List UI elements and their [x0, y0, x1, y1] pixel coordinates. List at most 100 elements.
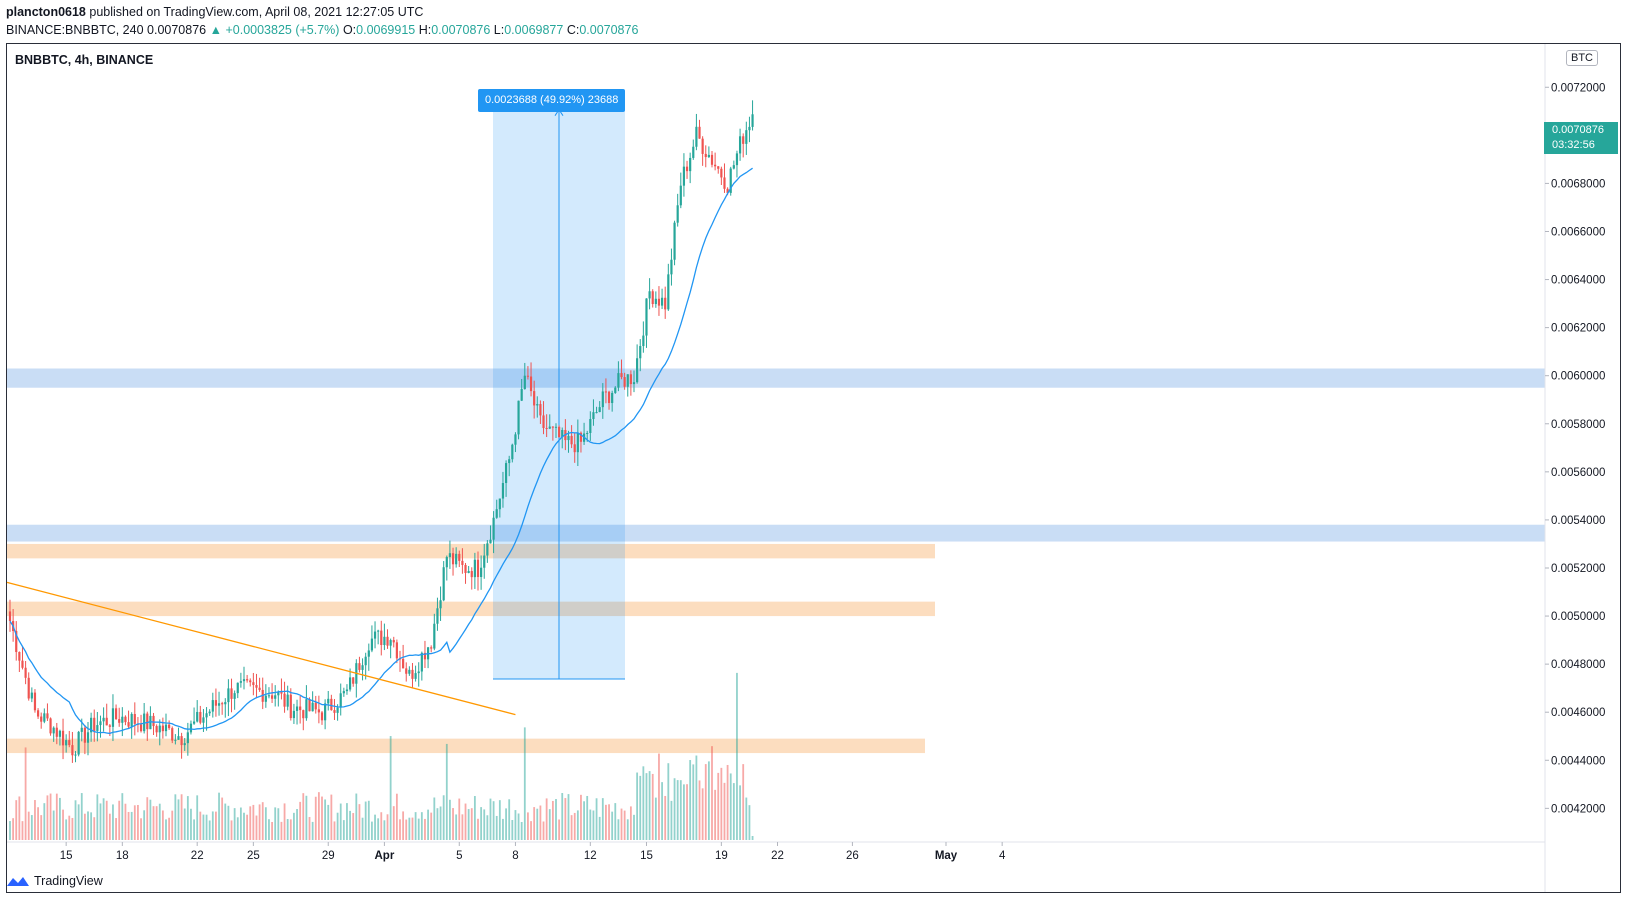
- volume-bar: [218, 792, 220, 840]
- candle-body: [483, 555, 486, 568]
- volume-bar: [308, 816, 311, 840]
- candle-body: [611, 392, 614, 404]
- candle-body: [202, 717, 205, 723]
- volume-bar: [236, 817, 239, 840]
- volume-bar: [417, 818, 420, 840]
- candle-body: [270, 695, 274, 699]
- volume-bar: [277, 808, 280, 840]
- volume-bar: [548, 809, 551, 840]
- volume-bar: [230, 820, 233, 840]
- volume-bar: [449, 799, 451, 840]
- volume-bar: [324, 799, 327, 840]
- volume-bar: [140, 818, 142, 840]
- volume-bar: [305, 795, 308, 840]
- volume-bar: [467, 809, 470, 840]
- candle-body: [61, 730, 65, 746]
- candle-body: [523, 375, 526, 390]
- candle-body: [149, 715, 152, 730]
- candle-body: [558, 426, 561, 438]
- high-label: H:: [418, 23, 432, 37]
- close-value: 0.0070876: [579, 23, 639, 37]
- volume-bar: [742, 764, 745, 840]
- volume-bar: [673, 778, 676, 840]
- candle-body: [143, 713, 146, 732]
- price-tick-label: 0.0064000: [1551, 275, 1605, 287]
- volume-bar: [380, 812, 383, 840]
- currency-badge[interactable]: BTC: [1566, 50, 1598, 66]
- volume-bar: [732, 783, 735, 840]
- volume-bar: [171, 810, 174, 840]
- candle-body: [292, 710, 296, 719]
- candle-body: [233, 693, 236, 699]
- candle-body: [367, 650, 370, 657]
- trendline[interactable]: [6, 581, 516, 716]
- candle-body: [274, 695, 277, 699]
- volume-bar: [408, 817, 411, 840]
- volume-bar: [258, 804, 261, 840]
- volume-bar: [317, 792, 320, 840]
- candle-body: [114, 708, 118, 720]
- candle-body: [455, 553, 458, 565]
- volume-bar: [18, 796, 21, 840]
- candle-body: [352, 677, 355, 684]
- candle-body: [720, 168, 723, 178]
- volume-bar: [502, 818, 504, 840]
- candle-body: [533, 391, 536, 406]
- volume-bar: [293, 812, 295, 840]
- candle-body: [205, 713, 208, 718]
- author-name[interactable]: plancton0618: [6, 5, 86, 19]
- time-tick-label: 25: [247, 850, 260, 862]
- volume-bar: [505, 808, 507, 840]
- candle-body: [598, 407, 601, 413]
- candle-body: [345, 689, 349, 692]
- candle-body: [108, 725, 111, 727]
- candles-layer: [8, 100, 754, 763]
- volume-bar: [608, 804, 610, 840]
- volume-bar: [96, 794, 99, 840]
- candle-body: [592, 412, 595, 420]
- candle-body: [570, 435, 573, 445]
- volume-bar: [180, 794, 183, 840]
- candle-body: [242, 679, 246, 682]
- price-tick-label: 0.0058000: [1551, 419, 1605, 431]
- volume-bar: [601, 798, 604, 840]
- candle-body: [695, 126, 698, 147]
- candle-body: [317, 709, 320, 713]
- volume-bar: [389, 736, 392, 840]
- candle-body: [386, 636, 389, 646]
- candle-body: [601, 391, 604, 408]
- branding-text: TradingView: [34, 874, 103, 888]
- candle-body: [501, 482, 505, 499]
- volume-bar: [658, 753, 660, 840]
- candle-body: [670, 259, 673, 275]
- volume-bar: [489, 798, 492, 840]
- candle-body: [133, 713, 136, 724]
- volume-bar: [399, 819, 401, 840]
- volume-bar: [364, 801, 367, 840]
- candle-body: [43, 713, 46, 722]
- candle-body: [673, 222, 676, 260]
- volume-bar: [65, 819, 68, 840]
- candle-body: [155, 726, 158, 733]
- volume-bar: [74, 800, 77, 840]
- volume-bar: [12, 818, 15, 840]
- volume-bar: [246, 814, 249, 840]
- candle-body: [302, 710, 305, 719]
- tradingview-branding[interactable]: TradingView: [6, 874, 103, 888]
- candle-body: [417, 671, 420, 674]
- volume-bar: [620, 808, 623, 840]
- volume-bar: [174, 794, 177, 840]
- candle-body: [657, 298, 661, 306]
- candle-body: [486, 543, 489, 556]
- measure-label[interactable]: 0.0023688 (49.92%) 23688: [478, 89, 626, 112]
- candle-body: [458, 553, 461, 561]
- volume-bar: [683, 784, 685, 840]
- volume-bar: [349, 810, 351, 840]
- chart-frame[interactable]: [6, 43, 1621, 893]
- volume-bar: [477, 818, 479, 840]
- volume-bar: [402, 811, 405, 840]
- time-tick-label: 15: [60, 850, 73, 862]
- candle-body: [498, 498, 501, 510]
- volume-bar: [498, 800, 501, 840]
